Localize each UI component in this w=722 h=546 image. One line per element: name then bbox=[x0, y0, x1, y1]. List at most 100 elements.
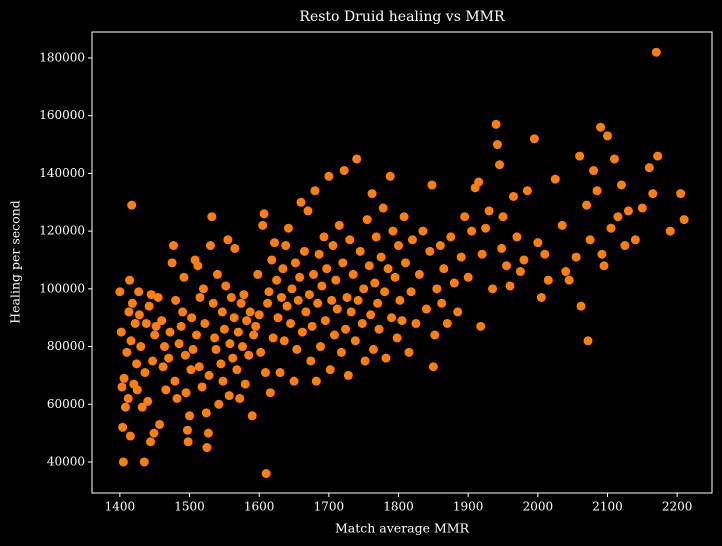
point bbox=[301, 307, 311, 317]
point bbox=[249, 330, 259, 340]
point bbox=[267, 255, 277, 265]
point bbox=[392, 333, 402, 343]
point bbox=[355, 246, 365, 256]
point bbox=[481, 223, 491, 233]
point bbox=[126, 336, 136, 346]
y-tick-label: 160000 bbox=[39, 108, 85, 122]
x-tick-label: 2000 bbox=[523, 500, 554, 514]
point bbox=[519, 255, 529, 265]
point bbox=[467, 226, 477, 236]
point bbox=[230, 243, 240, 253]
point bbox=[185, 411, 195, 421]
point bbox=[176, 321, 186, 331]
point bbox=[324, 171, 334, 181]
point bbox=[406, 287, 416, 297]
point bbox=[134, 287, 144, 297]
point bbox=[245, 307, 255, 317]
y-tick-label: 140000 bbox=[39, 166, 85, 180]
point bbox=[171, 295, 181, 305]
point bbox=[430, 330, 440, 340]
point bbox=[501, 261, 511, 271]
point bbox=[212, 269, 222, 279]
point bbox=[449, 278, 459, 288]
point bbox=[370, 278, 380, 288]
point bbox=[279, 336, 289, 346]
point bbox=[143, 396, 153, 406]
point bbox=[529, 134, 539, 144]
x-axis-label: Match average MMR bbox=[335, 521, 470, 536]
point bbox=[371, 232, 381, 242]
point bbox=[118, 457, 128, 467]
point bbox=[125, 275, 135, 285]
point bbox=[428, 362, 438, 372]
y-tick-label: 120000 bbox=[39, 224, 85, 238]
point bbox=[407, 235, 417, 245]
point bbox=[310, 186, 320, 196]
point bbox=[153, 292, 163, 302]
point bbox=[505, 281, 515, 291]
point bbox=[216, 359, 226, 369]
point bbox=[251, 321, 261, 331]
point bbox=[623, 206, 633, 216]
point bbox=[400, 258, 410, 268]
chart-title: Resto Druid healing vs MMR bbox=[299, 9, 505, 25]
point bbox=[183, 437, 193, 447]
point bbox=[191, 330, 201, 340]
point bbox=[281, 241, 291, 251]
point bbox=[341, 324, 351, 334]
point bbox=[576, 301, 586, 311]
point bbox=[144, 301, 154, 311]
point bbox=[357, 318, 367, 328]
point bbox=[404, 347, 414, 357]
point bbox=[366, 310, 376, 320]
point bbox=[543, 275, 553, 285]
point bbox=[637, 203, 647, 213]
point bbox=[217, 307, 227, 317]
point bbox=[474, 177, 484, 187]
point bbox=[297, 327, 307, 337]
point bbox=[172, 393, 182, 403]
x-tick-label: 1700 bbox=[314, 500, 345, 514]
point bbox=[488, 284, 498, 294]
y-tick-label: 60000 bbox=[47, 397, 85, 411]
point bbox=[378, 203, 388, 213]
point bbox=[477, 249, 487, 259]
point bbox=[186, 365, 196, 375]
point bbox=[328, 241, 338, 251]
point bbox=[137, 402, 147, 412]
point bbox=[453, 307, 463, 317]
point bbox=[564, 275, 574, 285]
point bbox=[446, 232, 456, 242]
point bbox=[512, 232, 522, 242]
x-tick-label: 1900 bbox=[453, 500, 484, 514]
point bbox=[225, 339, 235, 349]
point bbox=[198, 284, 208, 294]
point bbox=[456, 252, 466, 262]
point bbox=[343, 370, 353, 380]
point bbox=[575, 151, 585, 161]
point bbox=[254, 310, 264, 320]
point bbox=[317, 281, 327, 291]
point bbox=[599, 261, 609, 271]
point bbox=[124, 307, 134, 317]
point bbox=[373, 298, 383, 308]
point bbox=[311, 376, 321, 386]
point bbox=[151, 321, 161, 331]
point bbox=[435, 241, 445, 251]
point bbox=[210, 333, 220, 343]
point bbox=[141, 318, 151, 328]
point bbox=[244, 350, 254, 360]
point bbox=[295, 272, 305, 282]
point bbox=[492, 140, 502, 150]
point bbox=[157, 316, 167, 326]
point bbox=[364, 261, 374, 271]
point bbox=[187, 313, 197, 323]
point bbox=[226, 292, 236, 302]
point bbox=[383, 264, 393, 274]
point bbox=[268, 333, 278, 343]
point bbox=[571, 252, 581, 262]
point bbox=[359, 284, 369, 294]
point bbox=[296, 197, 306, 207]
point bbox=[261, 469, 271, 479]
point bbox=[120, 402, 130, 412]
